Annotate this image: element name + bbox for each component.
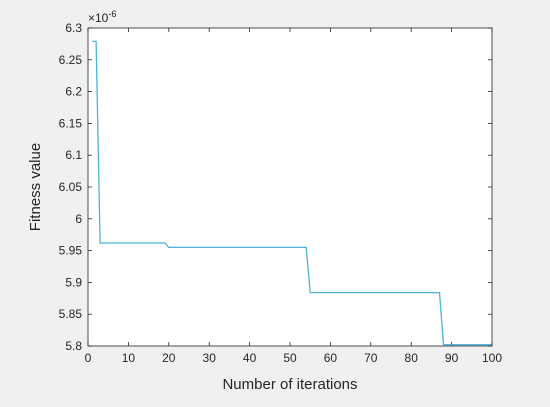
y-tick-label: 6.1 <box>65 148 82 162</box>
y-tick-label: 6.05 <box>59 180 83 194</box>
x-tick-label: 60 <box>324 351 338 365</box>
x-tick-label: 50 <box>283 351 297 365</box>
y-tick-label: 5.85 <box>59 307 83 321</box>
y-exponent-label: ×10-6 <box>88 9 116 25</box>
y-tick-label: 6.25 <box>59 53 83 67</box>
plot-area <box>88 28 492 346</box>
x-axis-label: Number of iterations <box>222 376 357 393</box>
fitness-series-line <box>92 40 492 346</box>
y-exponent-power: -6 <box>108 9 116 19</box>
y-tick-label: 6.3 <box>65 21 82 35</box>
x-tick-label: 10 <box>122 351 136 365</box>
y-tick-label: 5.9 <box>65 275 82 289</box>
y-tick-label: 5.95 <box>59 244 83 258</box>
y-tick-label: 5.8 <box>65 339 82 353</box>
y-axis-label: Fitness value <box>27 143 44 231</box>
x-tick-label: 40 <box>243 351 257 365</box>
y-exponent-base: ×10 <box>88 11 109 25</box>
x-tick-label: 20 <box>162 351 176 365</box>
x-tick-label: 0 <box>85 351 92 365</box>
plot-frame <box>87 27 493 347</box>
y-tick-label: 6 <box>75 212 82 226</box>
y-tick-label: 6.15 <box>59 116 83 130</box>
x-tick-labels: 0 10 20 30 40 50 60 70 80 90 100 <box>85 351 503 365</box>
y-tick-labels: 5.8 5.85 5.9 5.95 6 6.05 6.1 6.15 6.2 6.25 6.3 <box>59 21 83 353</box>
x-tick-label: 80 <box>405 351 419 365</box>
x-tick-label: 70 <box>364 351 378 365</box>
x-tick-label: 90 <box>445 351 459 365</box>
y-tick-label: 6.2 <box>65 85 82 99</box>
x-tick-label: 100 <box>482 351 502 365</box>
x-tick-label: 30 <box>203 351 217 365</box>
